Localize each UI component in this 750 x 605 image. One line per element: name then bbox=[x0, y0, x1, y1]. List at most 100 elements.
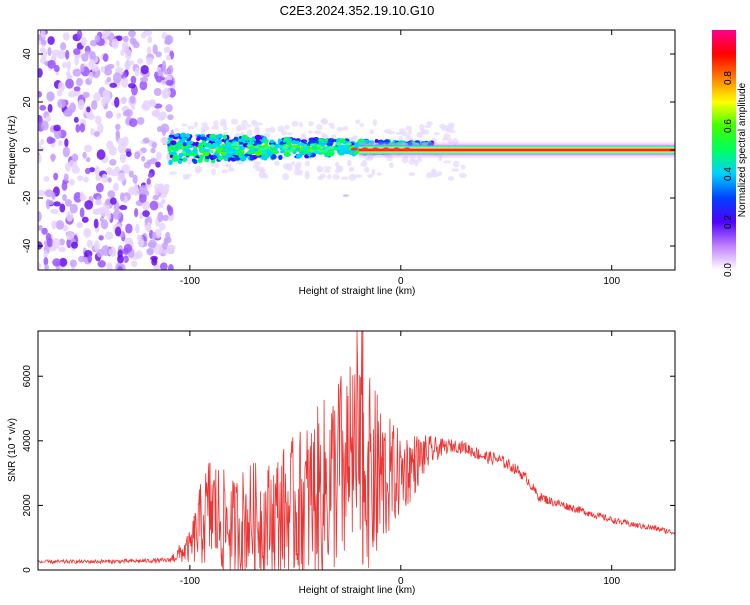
heatmap-cell bbox=[71, 241, 78, 249]
heatmap-cell bbox=[97, 260, 106, 268]
heatmap-cell bbox=[57, 98, 66, 109]
heatmap-cell bbox=[278, 144, 284, 148]
heatmap-cell bbox=[246, 151, 253, 155]
heatmap-cell bbox=[278, 154, 283, 161]
heatmap-cell bbox=[246, 124, 252, 128]
heatmap-cell bbox=[80, 63, 85, 73]
heatmap-cell bbox=[221, 169, 229, 174]
heatmap-cell bbox=[134, 151, 141, 160]
heatmap-cell bbox=[104, 68, 113, 76]
heatmap-cell bbox=[161, 60, 167, 72]
heatmap-cell bbox=[124, 61, 131, 70]
heatmap-cell bbox=[170, 151, 178, 155]
heatmap-cell bbox=[130, 260, 138, 268]
heatmap-cell bbox=[174, 133, 179, 137]
heatmap-cell bbox=[109, 158, 117, 166]
heatmap-cell bbox=[320, 149, 328, 153]
heatmap-cell bbox=[62, 146, 70, 158]
heatmap-cell bbox=[222, 125, 228, 131]
heatmap-cell bbox=[151, 141, 158, 149]
heatmap-cell bbox=[217, 145, 223, 149]
heatmap-cell bbox=[159, 222, 166, 231]
heatmap-cell bbox=[163, 69, 170, 75]
heatmap-cell bbox=[64, 138, 69, 148]
heatmap-cell bbox=[68, 159, 78, 168]
heatmap-cell bbox=[94, 115, 102, 125]
heatmap-cell bbox=[336, 126, 345, 132]
heatmap-cell bbox=[398, 135, 403, 141]
heatmap-cell bbox=[123, 255, 129, 263]
heatmap-cell bbox=[425, 172, 434, 179]
heatmap-cell bbox=[65, 78, 74, 89]
heatmap-cell bbox=[253, 161, 262, 166]
heatmap-cell bbox=[95, 182, 104, 193]
heatmap-cell bbox=[214, 162, 220, 169]
heatmap-cell bbox=[154, 244, 164, 255]
heatmap-cell bbox=[140, 32, 147, 39]
heatmap-cell bbox=[234, 146, 240, 150]
heatmap-cell bbox=[119, 153, 127, 164]
heatmap-cell bbox=[72, 68, 82, 77]
heatmap-cell bbox=[452, 138, 459, 145]
heatmap-cell bbox=[149, 157, 158, 165]
heatmap-cell bbox=[221, 155, 229, 159]
heatmap-cell bbox=[233, 157, 241, 161]
heatmap-cell bbox=[423, 124, 432, 128]
heatmap-cell bbox=[87, 255, 93, 263]
heatmap-cell bbox=[181, 150, 186, 154]
heatmap-cell bbox=[108, 145, 117, 156]
heatmap-cell bbox=[206, 144, 213, 148]
heatmap-cell bbox=[128, 82, 136, 89]
heatmap-cell bbox=[69, 203, 78, 214]
heatmap-cell bbox=[367, 154, 374, 161]
heatmap-cell bbox=[98, 235, 104, 241]
heatmap-cell bbox=[123, 243, 133, 253]
heatmap-cell bbox=[403, 147, 411, 151]
heatmap-cell bbox=[217, 155, 223, 161]
heatmap-cell bbox=[49, 137, 56, 144]
heatmap-line bbox=[358, 148, 675, 152]
heatmap-cell bbox=[46, 91, 55, 102]
heatmap-cell bbox=[441, 127, 447, 131]
heatmap-cell bbox=[90, 100, 98, 110]
heatmap-cell bbox=[316, 124, 323, 131]
heatmap-cell bbox=[53, 124, 61, 132]
figure-title: C2E3.2024.352.19.10.G10 bbox=[280, 3, 435, 18]
heatmap-cell bbox=[367, 173, 374, 179]
heatmap-cell bbox=[198, 154, 205, 158]
heatmap-cell bbox=[414, 159, 419, 167]
heatmap-cell bbox=[329, 125, 336, 130]
heatmap-cell bbox=[79, 207, 85, 218]
heatmap-cell bbox=[135, 250, 143, 260]
heatmap-cell bbox=[158, 111, 167, 120]
heatmap-cell bbox=[326, 174, 332, 180]
heatmap-cell bbox=[112, 209, 122, 220]
heatmap-cell bbox=[117, 143, 127, 154]
heatmap-cell bbox=[81, 216, 89, 223]
heatmap-cell bbox=[344, 150, 351, 155]
heatmap-cell bbox=[336, 148, 341, 154]
heatmap-cell bbox=[151, 109, 160, 117]
heatmap-cell bbox=[100, 66, 106, 73]
y-tick-label: 4000 bbox=[22, 429, 33, 452]
heatmap-cell bbox=[319, 173, 326, 179]
x-tick-label: 100 bbox=[603, 276, 620, 287]
heatmap-cell bbox=[209, 150, 214, 154]
heatmap-cell bbox=[453, 160, 460, 168]
heatmap-cell bbox=[299, 121, 304, 128]
heatmap-cell bbox=[63, 173, 69, 182]
heatmap-cell bbox=[343, 144, 350, 148]
heatmap-cell bbox=[117, 172, 126, 182]
heatmap-cell bbox=[60, 42, 67, 51]
heatmap-cell bbox=[321, 140, 325, 147]
heatmap-cell bbox=[259, 147, 266, 151]
heatmap-cell bbox=[438, 155, 443, 162]
colorbar-tick-label: 0.0 bbox=[723, 263, 734, 277]
heatmap-cell bbox=[441, 137, 449, 141]
heatmap-cell bbox=[332, 174, 340, 180]
heatmap-cell bbox=[56, 89, 63, 97]
heatmap-cell bbox=[236, 124, 245, 131]
heatmap-cell bbox=[316, 144, 321, 148]
heatmap-cell bbox=[107, 177, 112, 183]
heatmap-cell bbox=[71, 153, 79, 162]
